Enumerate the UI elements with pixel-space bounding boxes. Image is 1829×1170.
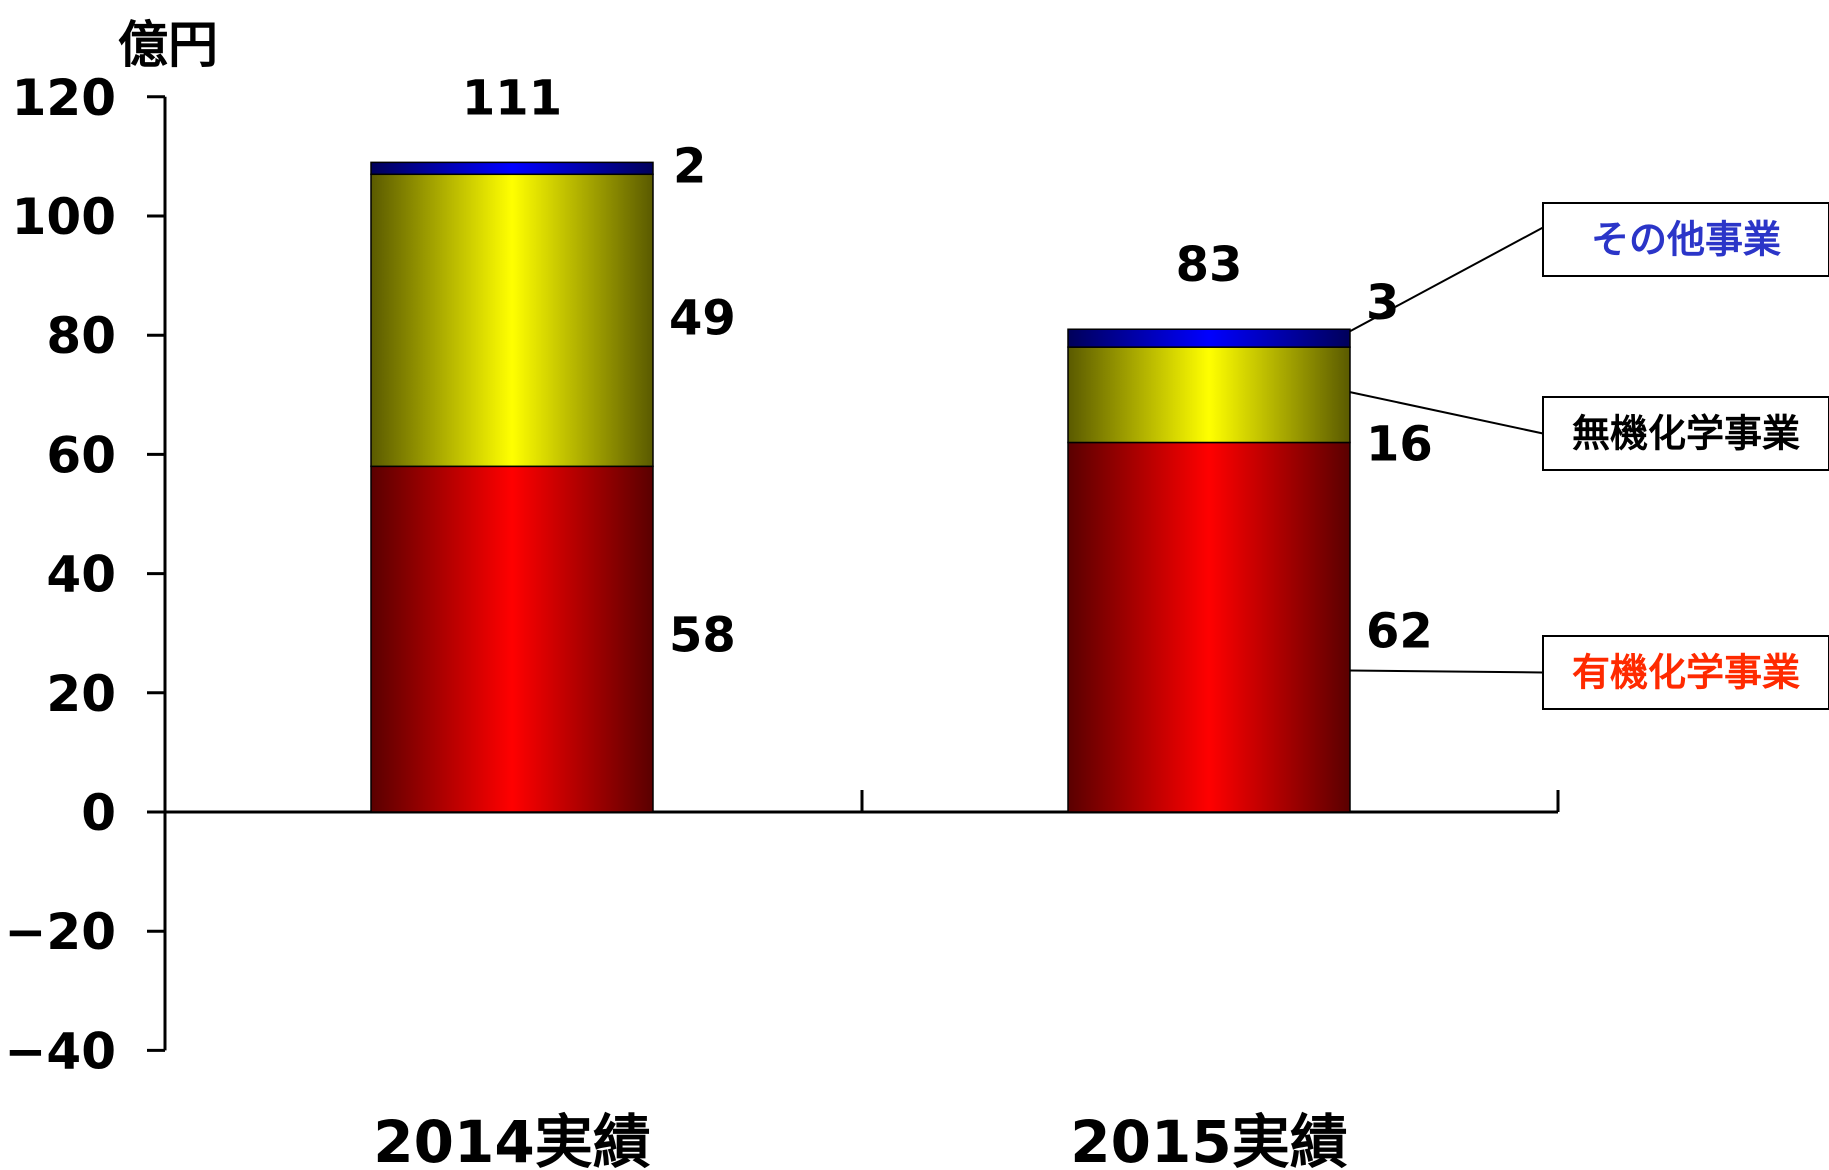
data-labels: 58 49 2 111 62 16 3 83 (462, 70, 1433, 663)
y-tick-label: 80 (46, 307, 116, 365)
y-tick-label: 0 (81, 784, 116, 842)
bar-segment (370, 173, 654, 468)
y-tick-label: 100 (12, 188, 116, 246)
legend-leader-line (1349, 226, 1544, 333)
data-label: 2 (673, 138, 706, 194)
y-tick-label: 120 (12, 69, 116, 127)
bar-segment (1067, 328, 1351, 348)
legend-leader-line (1349, 391, 1544, 435)
y-tick-label: 60 (46, 426, 116, 484)
legend-entry: 無機化学事業 (1572, 412, 1800, 456)
y-tick-label: −40 (5, 1022, 116, 1080)
bar-segment (370, 465, 654, 813)
bars (370, 161, 1351, 813)
x-category-label: 2014実績 (373, 1108, 650, 1170)
legend-box (1542, 396, 1829, 471)
data-label: 3 (1366, 275, 1399, 331)
data-label: 62 (1366, 603, 1433, 659)
data-label: 16 (1366, 416, 1433, 472)
y-tick-label: 40 (46, 546, 116, 604)
legend-box (1542, 202, 1829, 277)
legend-entry: その他事業 (1591, 218, 1781, 262)
legend-box (1542, 635, 1829, 710)
bar-segment (1067, 346, 1351, 444)
x-category-label: 2015実績 (1070, 1108, 1347, 1170)
data-label: 58 (669, 607, 736, 663)
bar-segment (370, 161, 654, 176)
legend-leader-line (1349, 669, 1544, 674)
y-tick-label: 20 (46, 665, 116, 723)
y-axis-unit: 億円 (118, 16, 218, 74)
total-label: 83 (1176, 237, 1243, 293)
axes: −40 −20 0 20 40 60 80 100 120 2014実績 2015実績 (5, 69, 1560, 1170)
legend-entry: 有機化学事業 (1572, 651, 1800, 695)
bar-segment (1067, 441, 1351, 813)
total-label: 111 (462, 70, 562, 126)
data-label: 49 (669, 290, 736, 346)
y-tick-label: −20 (5, 903, 116, 961)
